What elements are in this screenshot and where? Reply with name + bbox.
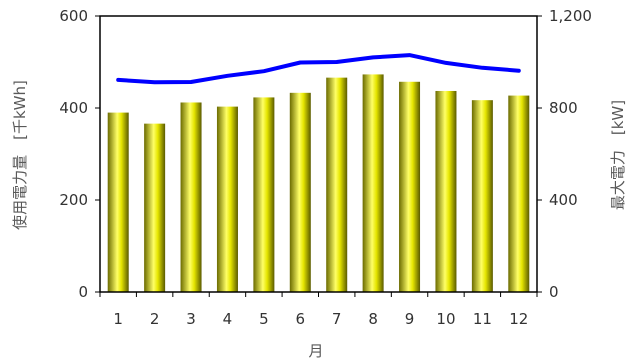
right-axis-ticks: 0 400 800 1,200 (537, 7, 592, 301)
bar-series (107, 74, 530, 293)
x-tick-label: 9 (405, 310, 415, 328)
bar (471, 100, 493, 293)
bar (362, 74, 384, 292)
plot-frame (99, 15, 538, 293)
x-tick-label: 2 (150, 310, 160, 328)
bar (326, 77, 348, 292)
bar (253, 97, 275, 292)
x-tick-label: 1 (113, 310, 123, 328)
bar (399, 81, 421, 292)
bar (289, 92, 311, 292)
x-tick-label: 11 (473, 310, 492, 328)
x-tick-label: 6 (296, 310, 306, 328)
left-axis-ticks: 0 200 400 600 (59, 7, 100, 301)
x-axis-ticks: 1 2 3 4 5 6 7 8 9 10 11 12 (99, 292, 538, 328)
x-axis-label: 月 (308, 342, 323, 360)
x-tick-label: 10 (436, 310, 455, 328)
bar (435, 90, 457, 292)
y-left-tick-label: 0 (78, 283, 88, 301)
y-right-tick-label: 1,200 (549, 7, 592, 25)
y-right-tick-label: 0 (549, 283, 559, 301)
x-tick-label: 7 (332, 310, 342, 328)
y-right-tick-label: 800 (549, 99, 578, 117)
y-left-tick-label: 400 (59, 99, 88, 117)
x-tick-label: 12 (509, 310, 528, 328)
x-tick-label: 3 (186, 310, 196, 328)
bar (144, 123, 166, 292)
x-tick-label: 5 (259, 310, 269, 328)
right-axis-label: 最大電力 [kW] (609, 100, 627, 210)
line-series (116, 53, 521, 85)
bar (180, 102, 202, 292)
x-tick-label: 4 (223, 310, 233, 328)
axes (99, 15, 538, 293)
bar (508, 95, 530, 292)
x-tick-label: 8 (368, 310, 378, 328)
bar (216, 106, 238, 293)
y-left-tick-label: 200 (59, 191, 88, 209)
y-left-tick-label: 600 (59, 7, 88, 25)
y-right-tick-label: 400 (549, 191, 578, 209)
line-path (116, 53, 521, 85)
left-axis-label: 使用電力量 [千kWh] (11, 80, 29, 230)
bar (107, 112, 129, 292)
